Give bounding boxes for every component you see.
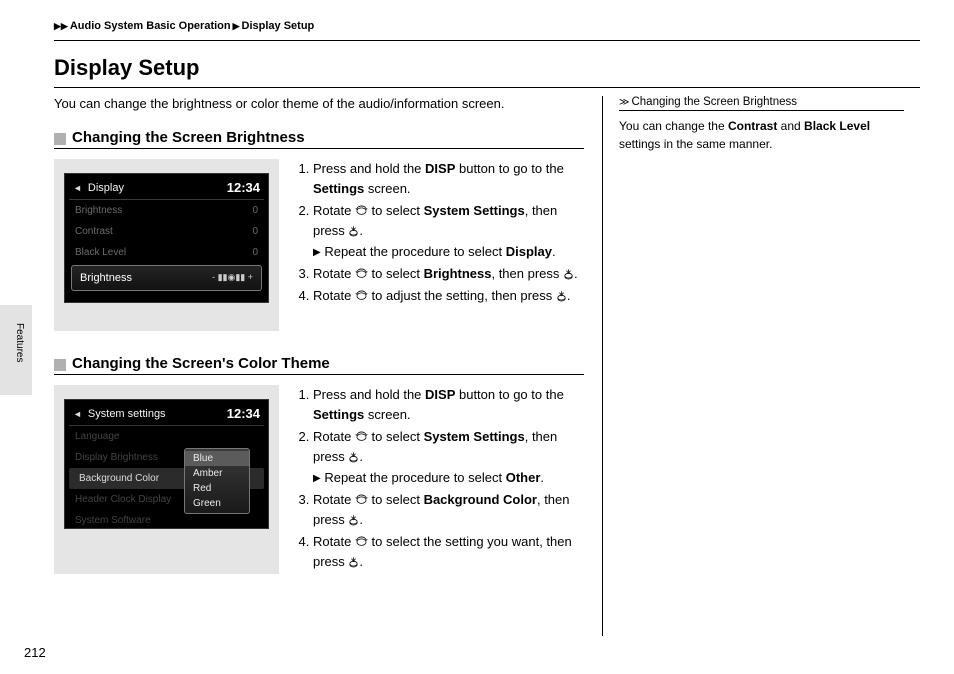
divider [619,110,904,111]
rotate-knob-icon [355,202,368,213]
breadcrumb-b: Display Setup [242,20,315,32]
rotate-knob-icon [355,428,368,439]
breadcrumb-a: Audio System Basic Operation [70,20,231,32]
step-4: Rotate to select the setting you want, t… [313,532,584,572]
shot-header-left: System settings [88,408,166,420]
shot-row-label: Background Color [79,473,159,484]
breadcrumb: ▶▶ Audio System Basic Operation ▶ Displa… [54,20,920,32]
steps-color: Press and hold the DISP button to go to … [295,385,584,574]
figure-color: ◄ System settings 12:34 Language Display … [54,385,279,574]
subheading-color: Changing the Screen's Color Theme [54,355,584,375]
back-icon: ◄ [73,183,82,193]
shot-clock: 12:34 [227,406,260,421]
shot-row-label: Contrast [75,226,113,237]
shot-clock: 12:34 [227,180,260,195]
rotate-knob-icon [355,491,368,502]
step-3: Rotate to select Background Color, then … [313,490,584,530]
shot-row-value: 0 [252,247,258,258]
square-bullet-icon [54,133,66,145]
page-number: 212 [24,645,46,660]
popup-item: Blue [185,451,249,466]
color-popup: Blue Amber Red Green [184,448,250,514]
shot-row-label: Black Level [75,247,126,258]
tip-column: ≫ Changing the Screen Brightness You can… [602,96,904,636]
step-4: Rotate to adjust the setting, then press… [313,286,584,306]
breadcrumb-tri-icon: ▶ [233,21,240,32]
press-button-icon [348,223,359,235]
page-title: Display Setup [54,55,920,81]
shot-header-left: Display [88,182,124,194]
step-1: Press and hold the DISP button to go to … [313,159,584,199]
shot-hl-label: Brightness [80,272,132,284]
breadcrumb-tri-icon: ▶▶ [54,21,68,32]
rotate-knob-icon [355,265,368,276]
step-2: Rotate to select System Settings, then p… [313,427,584,487]
step-3: Rotate to select Brightness, then press … [313,264,584,284]
rotate-knob-icon [355,533,368,544]
shot-slider-icon: - ▮▮◉▮▮ + [212,272,253,284]
shot-row-value: 0 [252,205,258,216]
shot-row-label: Language [75,431,120,442]
tip-heading: ≫ Changing the Screen Brightness [619,96,904,108]
press-button-icon [348,554,359,566]
popup-item: Amber [185,466,249,481]
screenshot-display: ◄ Display 12:34 Brightness 0 Contrast 0 Bla… [64,173,269,303]
triangle-icon: ▶ [313,473,321,484]
side-tab: Features [0,305,32,395]
intro-text: You can change the brightness or color t… [54,96,584,111]
divider [54,87,920,88]
square-bullet-icon [54,359,66,371]
subheading-text: Changing the Screen Brightness [72,129,305,148]
shot-row-value: 0 [252,226,258,237]
triangle-icon: ▶ [313,247,321,258]
shot-row-label: System Software [75,515,151,526]
step-1: Press and hold the DISP button to go to … [313,385,584,425]
rotate-knob-icon [355,287,368,298]
press-button-icon [348,512,359,524]
divider [54,40,920,41]
steps-brightness: Press and hold the DISP button to go to … [295,159,584,331]
shot-row-label: Header Clock Display [75,494,171,505]
subheading-text: Changing the Screen's Color Theme [72,355,330,374]
press-button-icon [348,449,359,461]
subheading-brightness: Changing the Screen Brightness [54,129,584,149]
side-tab-label: Features [14,323,25,362]
tip-icon: ≫ [619,97,627,108]
press-button-icon [563,266,574,278]
press-button-icon [556,288,567,300]
popup-item: Green [185,496,249,511]
figure-brightness: ◄ Display 12:34 Brightness 0 Contrast 0 Bla… [54,159,279,331]
back-icon: ◄ [73,409,82,419]
shot-row-label: Brightness [75,205,122,216]
shot-row-label: Display Brightness [75,452,158,463]
screenshot-system: ◄ System settings 12:34 Language Display … [64,399,269,529]
popup-item: Red [185,481,249,496]
tip-body: You can change the Contrast and Black Le… [619,117,904,153]
step-2: Rotate to select System Settings, then p… [313,201,584,261]
